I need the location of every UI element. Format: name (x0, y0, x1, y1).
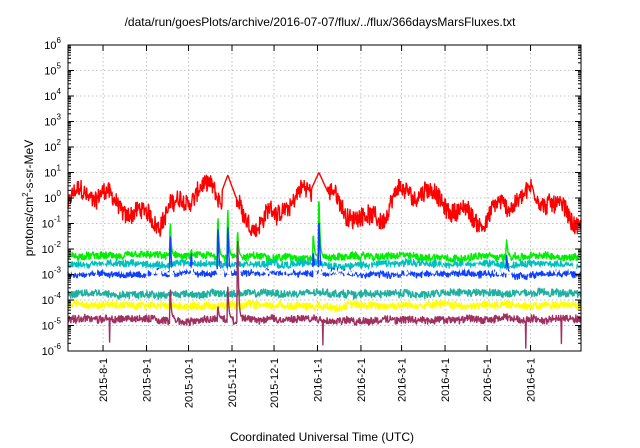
series-line (67, 258, 582, 272)
y-tick-label: 10-4 (42, 291, 62, 307)
x-tick-label: 2016-3-1 (397, 358, 409, 402)
x-tick-label: 2016-2-1 (356, 358, 368, 402)
y-tick-label: 10-3 (42, 266, 62, 282)
y-tick-label: 106 (44, 36, 61, 52)
y-axis-label-superscript: 2 (21, 192, 30, 197)
x-axis-label: Coordinated Universal Time (UTC) (230, 430, 414, 444)
x-tick-label: 2015-10-1 (184, 358, 196, 408)
y-tick-label: 10-1 (42, 215, 62, 231)
y-tick-label: 104 (44, 87, 61, 103)
y-tick-label: 105 (44, 62, 61, 78)
x-tick-label: 2016-4-1 (440, 358, 452, 402)
y-tick-label: 10-5 (42, 317, 62, 333)
x-axis: 2015-8-1 2015-9-1 2015-10-1 2015-11-1 2015-1… (98, 45, 538, 408)
y-tick-label: 102 (44, 138, 61, 154)
series-line (67, 287, 582, 300)
x-tick-label: 2016-5-1 (482, 358, 494, 402)
y-tick-label: 100 (44, 189, 61, 205)
series-layer (67, 172, 582, 349)
grid (68, 45, 581, 351)
y-tick-label: 10-6 (42, 342, 62, 358)
x-tick-label: 2015-8-1 (98, 358, 110, 402)
x-tick-label: 2015-9-1 (141, 358, 153, 402)
y-tick-label: 10-2 (42, 240, 62, 256)
y-axis-label-part: -s-sr-MeV (22, 140, 36, 193)
series-line (67, 201, 582, 264)
x-tick-label: 2015-12-1 (269, 358, 281, 408)
chart-title: /data/run/goesPlots/archive/2016-07-07/f… (125, 15, 517, 29)
series-line (67, 240, 582, 349)
y-axis-label: protons/cm2-s-sr-MeV (21, 140, 36, 256)
y-axis: 10-6 10-5 10-4 10-3 10-2 10-1 100 101 102 103 104 1… (42, 36, 581, 358)
series-line (67, 172, 582, 238)
x-tick-label: 2016-1-1 (312, 358, 324, 402)
x-tick-label: 2015-11-1 (227, 358, 239, 407)
y-axis-label-part: protons/cm (22, 197, 36, 256)
x-tick-label: 2016-6-1 (526, 358, 538, 402)
series-line (67, 299, 582, 313)
series-line (67, 263, 582, 276)
y-tick-label: 103 (44, 113, 61, 129)
y-tick-label: 101 (44, 164, 61, 180)
